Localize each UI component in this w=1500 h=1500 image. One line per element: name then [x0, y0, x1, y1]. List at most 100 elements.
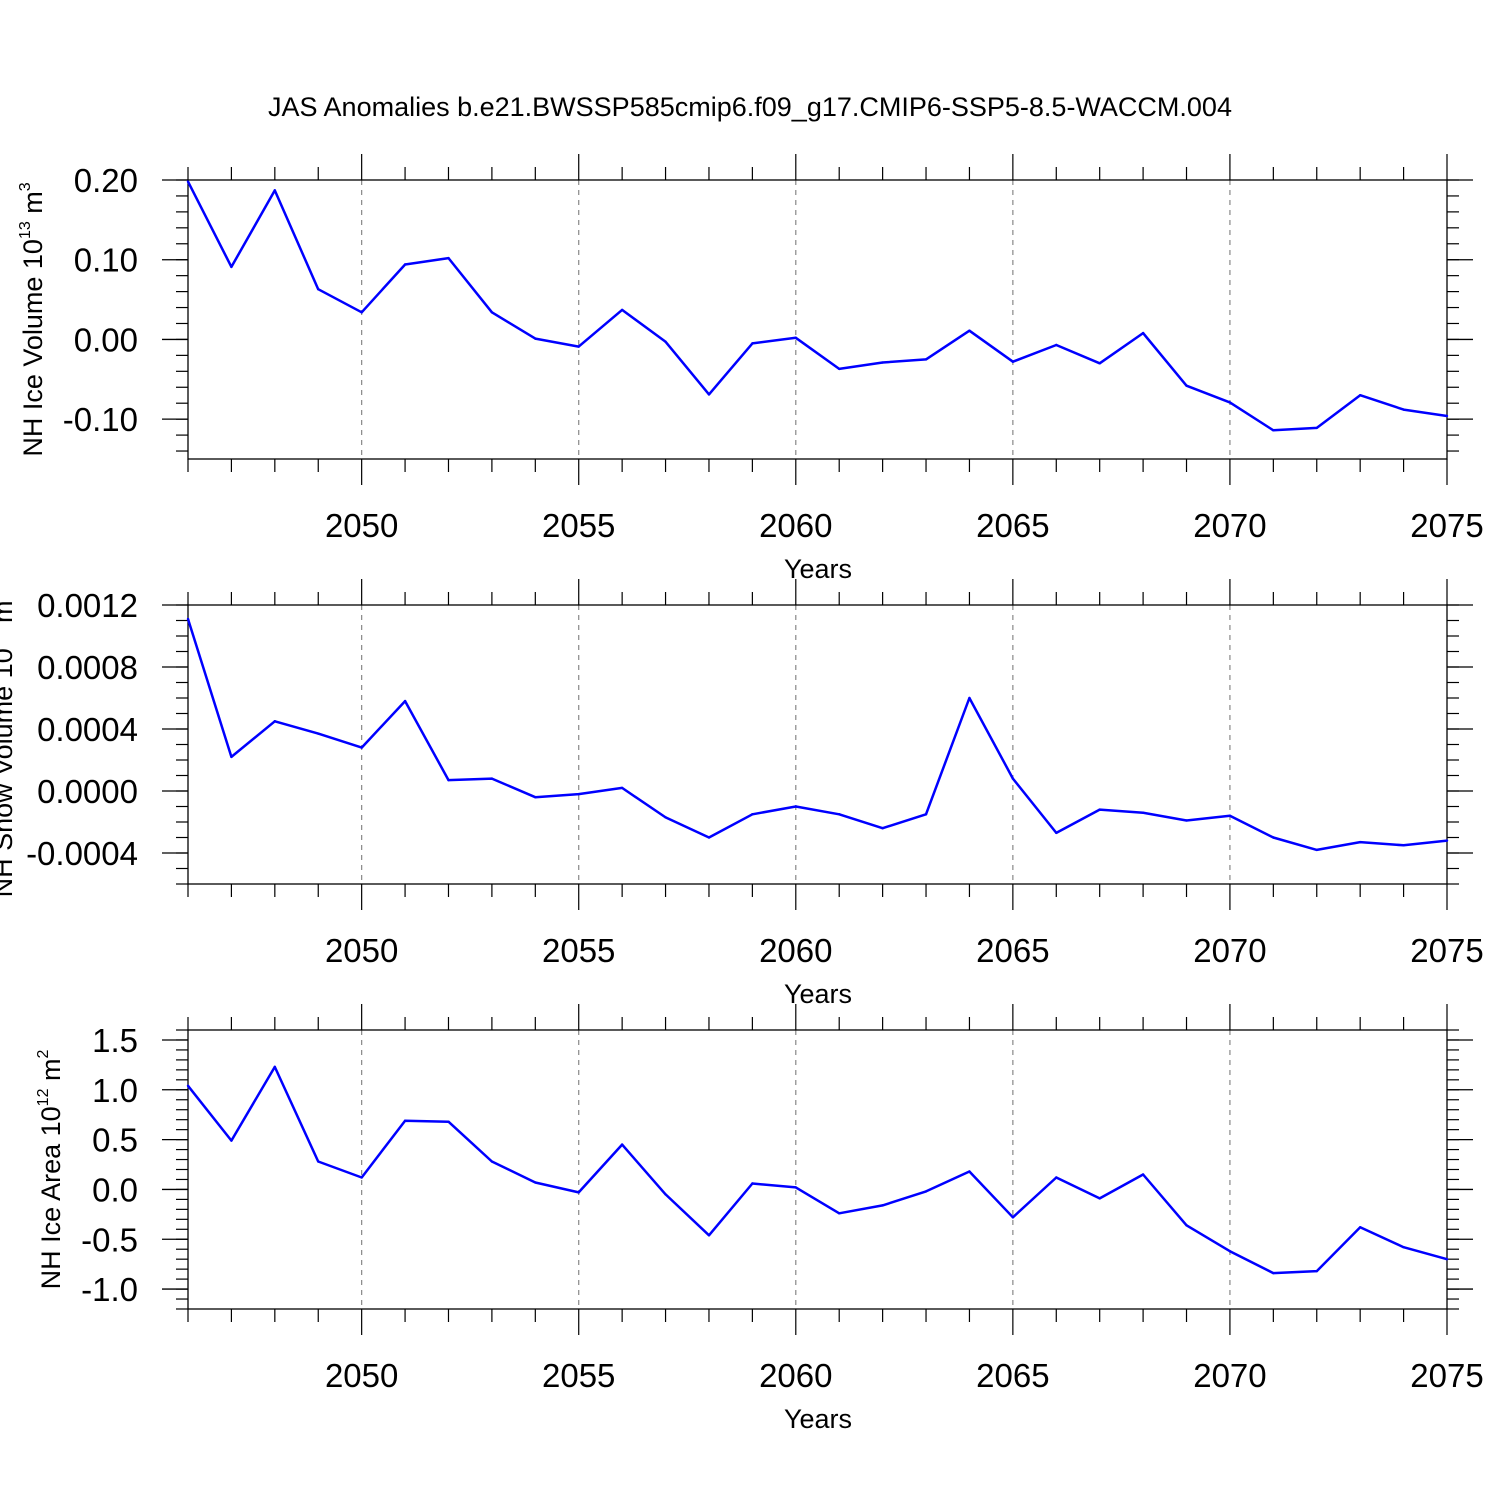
- data-point: [924, 813, 928, 816]
- data-point: [881, 827, 884, 830]
- y-tick-label: -1.0: [81, 1271, 138, 1308]
- y-axis-label-exp: 13: [17, 221, 34, 239]
- data-point: [751, 813, 754, 816]
- data-point: [1011, 360, 1015, 363]
- data-point: [273, 1065, 277, 1069]
- panel-3: 2050 2055 2060 2065 2070 2075 1.5 1.0 0.5 0.0 -0.5…: [35, 1004, 1484, 1434]
- data-point: [1358, 394, 1362, 397]
- y-tick-label: 0.0008: [37, 649, 138, 686]
- panel-2: 2050 2055 2060 2065 2070 2075 0.0012 0.0008 0.00…: [0, 579, 1484, 1009]
- data-point: [1098, 1197, 1101, 1200]
- x-tick-label: 2055: [542, 932, 615, 969]
- data-point: [447, 256, 450, 260]
- y-axis-label: NH Snow Volume 1013 m3: [0, 591, 18, 897]
- data-point: [1402, 408, 1405, 411]
- chart-title: JAS Anomalies b.e21.BWSSP585cmip6.f09_g1…: [268, 92, 1232, 122]
- x-axis-label: Years: [784, 1404, 852, 1434]
- data-point: [1228, 1250, 1232, 1253]
- data-point: [1358, 840, 1362, 844]
- data-point: [1445, 839, 1449, 842]
- x-tick-label: 2065: [976, 1357, 1049, 1394]
- data-point: [1185, 1224, 1188, 1227]
- y-axis-label: NH Ice Area 1012 m2: [35, 1050, 66, 1290]
- data-point: [403, 699, 407, 703]
- data-point: [1055, 1176, 1058, 1179]
- data-point: [1315, 848, 1318, 852]
- y-axis-label-unit: m: [0, 600, 18, 630]
- y-axis-label-exp: 13: [0, 630, 4, 648]
- data-point: [620, 786, 624, 790]
- data-point: [534, 796, 537, 799]
- x-tick-label: 2065: [976, 507, 1049, 544]
- data-point: [620, 1143, 624, 1146]
- data-point: [1272, 836, 1275, 839]
- y-tick-label: -0.5: [81, 1221, 138, 1258]
- data-point: [1055, 831, 1058, 835]
- data-point: [360, 746, 363, 749]
- y-tick-label: 0.5: [92, 1122, 138, 1159]
- y-axis-label-prefix: NH Ice Area 10: [36, 1106, 66, 1289]
- y-tick-label: 0.0012: [37, 587, 138, 624]
- data-point: [1228, 401, 1232, 404]
- x-tick-label: 2060: [759, 507, 832, 544]
- data-point: [1402, 1246, 1405, 1249]
- panels: 2050 2055 2060 2065 2070 2075 0.20 0.10 0.00 -0.1…: [0, 154, 1484, 1434]
- data-point: [1055, 343, 1058, 347]
- data-point: [968, 1170, 971, 1173]
- data-point: [317, 732, 320, 735]
- data-point: [707, 393, 711, 396]
- data-point: [403, 1119, 407, 1122]
- data-point: [230, 755, 233, 759]
- y-tick-label: 1.0: [92, 1072, 138, 1109]
- x-tick-label: 2070: [1193, 1357, 1266, 1394]
- data-point: [1445, 414, 1449, 418]
- data-point: [881, 1204, 884, 1207]
- data-point: [794, 805, 797, 808]
- data-point: [838, 367, 841, 371]
- data-point: [577, 792, 580, 796]
- y-axis-label-unit: m: [36, 1059, 66, 1089]
- y-tick-label: 1.5: [92, 1022, 138, 1059]
- data-point: [1272, 429, 1275, 432]
- data-point: [360, 311, 363, 314]
- data-point: [794, 1186, 797, 1189]
- data-point: [1011, 1216, 1015, 1219]
- data-point: [1228, 814, 1232, 817]
- x-tick-label: 2075: [1410, 1357, 1483, 1394]
- data-point: [577, 1191, 580, 1194]
- data-point: [664, 340, 667, 344]
- data-point: [490, 1160, 494, 1163]
- data-point: [1315, 426, 1318, 430]
- data-point: [186, 180, 190, 183]
- x-tick-label: 2070: [1193, 507, 1266, 544]
- data-point: [186, 617, 190, 621]
- data-point: [577, 345, 580, 348]
- data-point: [620, 308, 624, 312]
- y-tick-label: -0.10: [63, 401, 138, 438]
- series-line: [186, 618, 1448, 852]
- data-point: [534, 1181, 537, 1184]
- data-point: [1141, 331, 1145, 335]
- y-tick-label: 0.0000: [37, 773, 138, 810]
- y-axis-label-unit-exp: 3: [0, 591, 4, 600]
- x-axis-label: Years: [784, 979, 852, 1009]
- data-point: [1358, 1226, 1362, 1229]
- data-point: [317, 288, 320, 291]
- data-point: [664, 1193, 667, 1196]
- data-point: [707, 1234, 711, 1237]
- y-tick-label: 0.10: [74, 242, 138, 279]
- data-point: [968, 329, 971, 332]
- x-axis-label: Years: [784, 554, 852, 584]
- data-point: [1445, 1257, 1449, 1261]
- data-point: [186, 1084, 190, 1088]
- y-tick-label: 0.00: [74, 321, 138, 358]
- series-line: [187, 1065, 1448, 1275]
- data-point: [751, 342, 754, 345]
- data-point: [317, 1160, 320, 1163]
- data-point: [1185, 384, 1188, 387]
- data-point: [1141, 1173, 1145, 1176]
- data-point: [273, 720, 277, 723]
- data-point: [230, 265, 233, 269]
- data-point: [1098, 362, 1101, 365]
